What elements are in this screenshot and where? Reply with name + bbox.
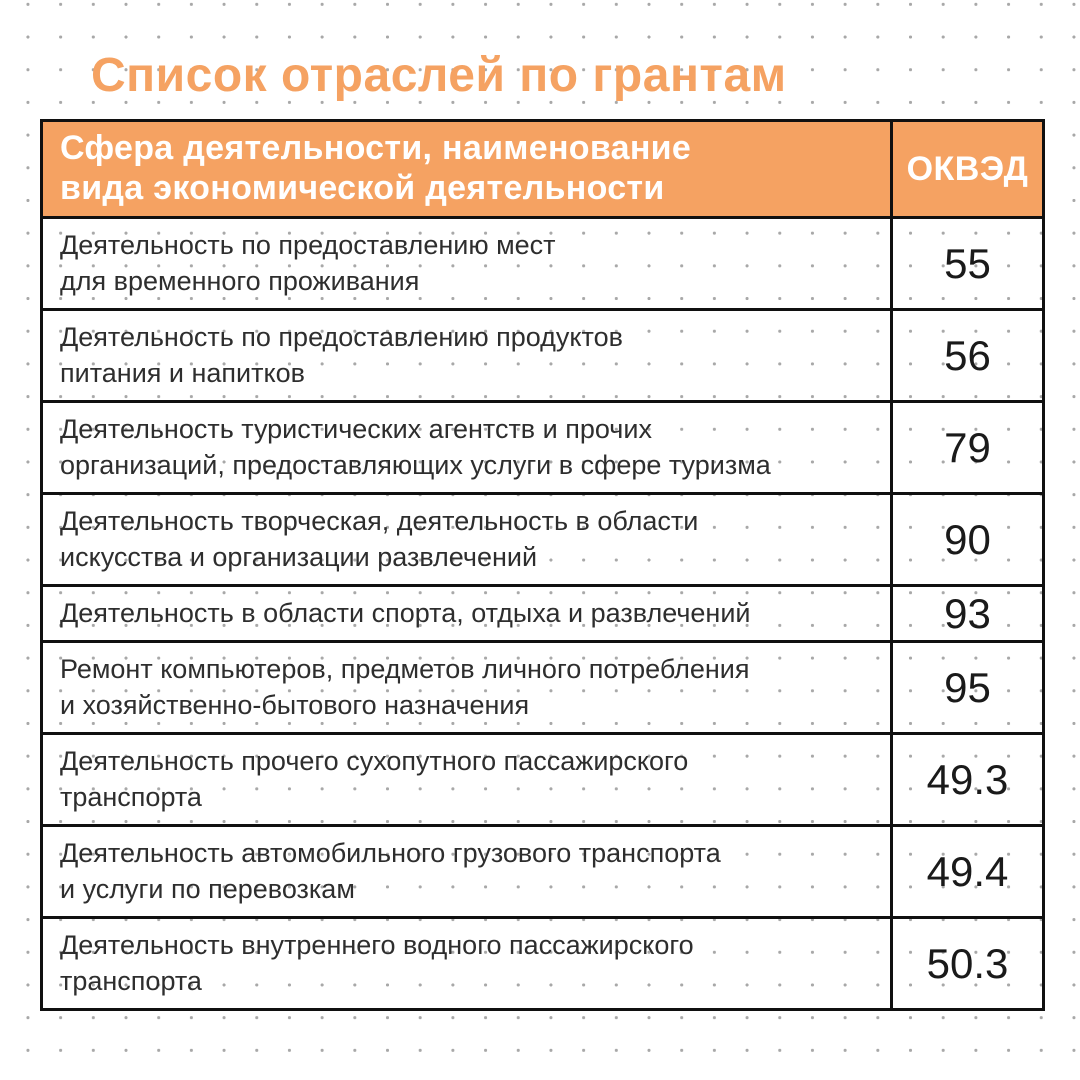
activity-cell: Деятельность туристических агентств и пр… (40, 400, 893, 495)
okved-code-cell: 55 (890, 216, 1045, 311)
table-row: Деятельность по предоставлению продуктов… (40, 308, 1045, 403)
okved-code-cell: 93 (890, 584, 1045, 643)
table-row: Ремонт компьютеров, предметов личного по… (40, 640, 1045, 735)
activity-cell: Деятельность творческая, деятельность в … (40, 492, 893, 587)
okved-code-cell: 90 (890, 492, 1045, 587)
page-title: Список отраслей по грантам (91, 49, 787, 102)
table-row: Деятельность по предоставлению мест для … (40, 216, 1045, 311)
okved-code-cell: 49.3 (890, 732, 1045, 827)
table-row: Деятельность прочего сухопутного пассажи… (40, 732, 1045, 827)
table-row: Деятельность творческая, деятельность в … (40, 492, 1045, 587)
okved-code-cell: 49.4 (890, 824, 1045, 919)
activity-cell: Деятельность по предоставлению мест для … (40, 216, 893, 311)
okved-code-cell: 95 (890, 640, 1045, 735)
column-header-okved: ОКВЭД (890, 119, 1045, 219)
activity-cell: Деятельность автомобильного грузового тр… (40, 824, 893, 919)
activity-cell: Деятельность по предоставлению продуктов… (40, 308, 893, 403)
table-row: Деятельность внутреннего водного пассажи… (40, 916, 1045, 1011)
table-header-row: Сфера деятельности, наименование вида эк… (40, 119, 1045, 219)
table-row: Деятельность автомобильного грузового тр… (40, 824, 1045, 919)
activity-cell: Деятельность внутреннего водного пассажи… (40, 916, 893, 1011)
okved-code-cell: 79 (890, 400, 1045, 495)
table-row: Деятельность в области спорта, отдыха и … (40, 584, 1045, 643)
okved-code-cell: 50.3 (890, 916, 1045, 1011)
activity-cell: Деятельность в области спорта, отдыха и … (40, 584, 893, 643)
activity-cell: Ремонт компьютеров, предметов личного по… (40, 640, 893, 735)
activity-cell: Деятельность прочего сухопутного пассажи… (40, 732, 893, 827)
grants-industries-table: Сфера деятельности, наименование вида эк… (40, 119, 1045, 1011)
table-row: Деятельность туристических агентств и пр… (40, 400, 1045, 495)
column-header-activity: Сфера деятельности, наименование вида эк… (40, 119, 893, 219)
okved-code-cell: 56 (890, 308, 1045, 403)
